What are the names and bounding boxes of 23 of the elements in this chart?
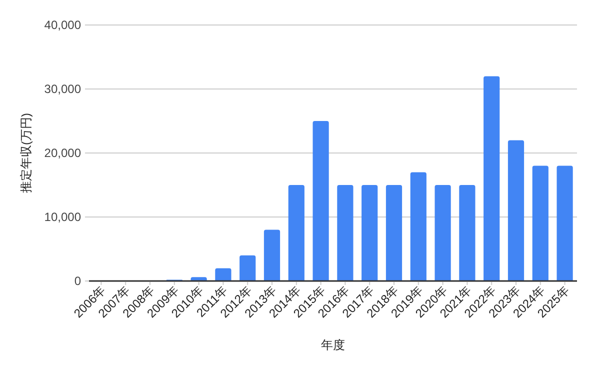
y-tick-label: 20,000: [44, 146, 82, 160]
x-axis-title: 年度: [321, 338, 345, 352]
bar: [556, 166, 573, 281]
bar: [312, 121, 329, 281]
bar: [532, 166, 548, 281]
bar: [386, 185, 402, 281]
bar: [337, 185, 354, 281]
bar: [264, 230, 280, 281]
y-tick-label: 30,000: [44, 82, 82, 96]
bar: [508, 140, 524, 281]
bar: [190, 277, 207, 281]
y-tick-label: 10,000: [44, 210, 82, 224]
bar: [410, 172, 426, 281]
bar: [434, 185, 451, 281]
y-tick-label: 0: [74, 274, 82, 288]
bar: [459, 185, 476, 281]
bar: [288, 185, 304, 281]
bar: [240, 255, 256, 281]
bar: [362, 185, 378, 281]
bar: [215, 268, 232, 281]
y-axis-title: 推定年収(万円): [19, 113, 33, 193]
y-tick-label: 40,000: [44, 18, 82, 32]
bar: [484, 76, 500, 281]
